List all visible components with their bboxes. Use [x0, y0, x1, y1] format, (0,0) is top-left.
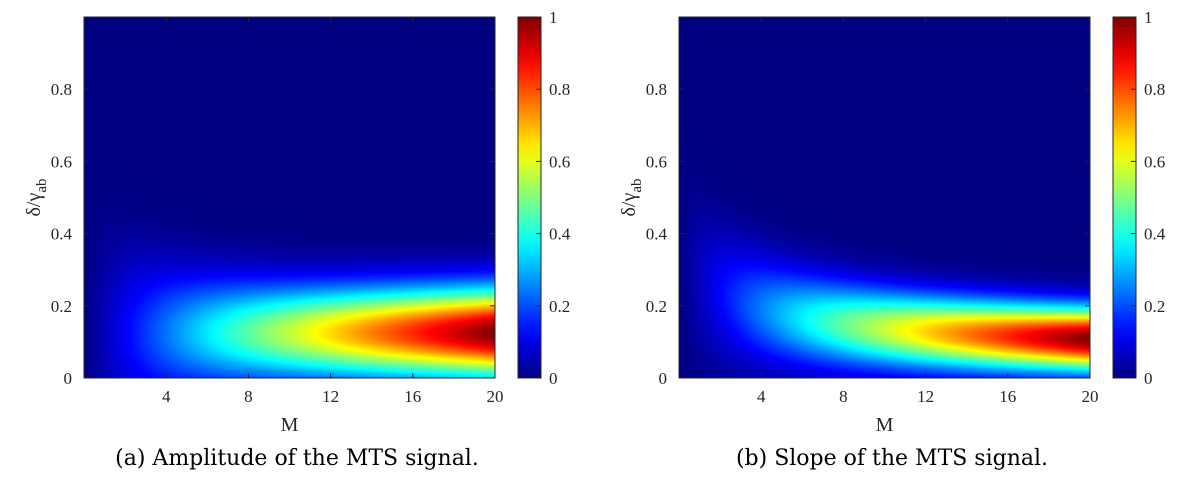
caption-a: (a) Amplitude of the MTS signal. — [115, 446, 479, 471]
colorbar-tick-label: 1 — [549, 8, 558, 27]
heatmap-image — [84, 17, 495, 378]
x-axis-label: M — [281, 414, 299, 436]
colorbar-tick-label: 0.8 — [1144, 80, 1165, 99]
x-tick-label: 12 — [917, 387, 934, 406]
colorbar — [517, 16, 542, 379]
y-tick-label: 0.2 — [646, 297, 667, 316]
plot-frame — [83, 16, 496, 379]
x-axis-label: M — [876, 414, 894, 436]
y-tick-label: 0.6 — [646, 152, 667, 171]
colorbar-tick-label: 0 — [1144, 369, 1153, 388]
y-tick-label: 0 — [64, 369, 73, 388]
colorbar-tick-label: 1 — [1144, 8, 1153, 27]
colorbar-tick-label: 0.4 — [1144, 225, 1166, 244]
y-tick-label: 0.8 — [646, 80, 667, 99]
x-tick-label: 8 — [244, 387, 253, 406]
x-tick-label: 20 — [1082, 387, 1099, 406]
colorbar — [1112, 16, 1137, 379]
x-tick-label: 4 — [162, 387, 171, 406]
caption-b: (b) Slope of the MTS signal. — [735, 446, 1049, 471]
y-tick-label: 0.4 — [646, 225, 668, 244]
y-tick-label: 0.8 — [51, 80, 72, 99]
colorbar-tick-label: 0 — [549, 369, 558, 388]
y-axis-label: δ/γab — [618, 179, 645, 217]
x-tick-label: 8 — [839, 387, 848, 406]
y-tick-label: 0 — [659, 369, 668, 388]
colorbar-tick-label: 0.4 — [549, 225, 571, 244]
chart-a-svg: 4 8 12 16 20 0 0.2 0.4 0.6 0.8 Mδ/γab 0 0.2 0.4 0.6 0.8… — [23, 8, 571, 436]
y-tick-label: 0.2 — [51, 297, 72, 316]
colorbar-tick-label: 0.6 — [549, 152, 570, 171]
x-tick-label: 12 — [322, 387, 339, 406]
y-tick-label: 0.6 — [51, 152, 72, 171]
colorbar-tick-label: 0.8 — [549, 80, 570, 99]
colorbar-tick-label: 0.2 — [549, 297, 570, 316]
x-tick-label: 20 — [487, 387, 504, 406]
x-tick-label: 16 — [404, 387, 421, 406]
colorbar-tick-label: 0.6 — [1144, 152, 1165, 171]
chart-b-svg: 4 8 12 16 20 0 0.2 0.4 0.6 0.8 Mδ/γab 0 0.2 0.4 0.6 0.8… — [618, 8, 1166, 436]
colorbar-tick-label: 0.2 — [1144, 297, 1165, 316]
heatmap-image — [679, 17, 1090, 378]
x-tick-label: 4 — [757, 387, 766, 406]
plot-frame — [678, 16, 1091, 379]
x-tick-label: 16 — [999, 387, 1016, 406]
y-axis-label: δ/γab — [23, 179, 50, 217]
y-tick-label: 0.4 — [51, 225, 73, 244]
